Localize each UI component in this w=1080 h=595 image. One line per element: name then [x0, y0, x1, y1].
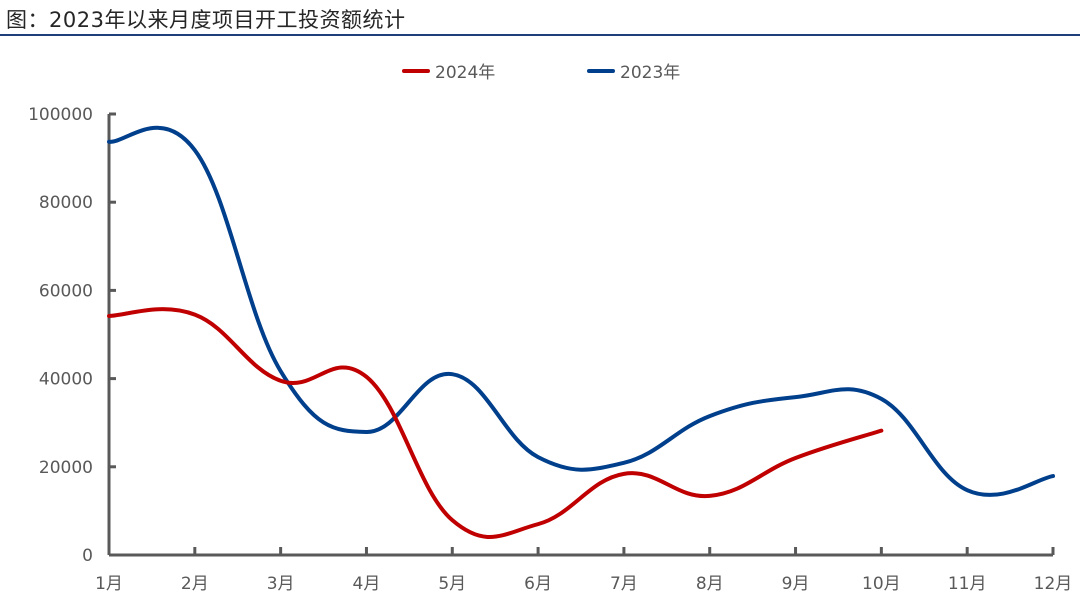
x-tick-label: 1月: [95, 574, 123, 594]
x-tick-label: 7月: [610, 574, 638, 594]
x-tick-label: 4月: [353, 574, 381, 594]
legend-label-2023: 2023年: [620, 63, 681, 83]
y-tick-label: 80000: [39, 193, 93, 213]
x-tick-label: 10月: [862, 574, 901, 594]
x-tick-label: 8月: [696, 574, 724, 594]
x-tick-label: 12月: [1034, 574, 1073, 594]
y-tick-label: 20000: [39, 458, 93, 478]
title-divider: [0, 34, 1080, 36]
legend-item-2023: 2023年: [587, 58, 680, 83]
legend-item-2024: 2024年: [402, 58, 495, 83]
legend-swatch-2023: [587, 68, 615, 73]
x-tick-label: 3月: [267, 574, 295, 594]
y-tick-label: 40000: [39, 370, 93, 390]
series-line-2023: [107, 125, 1055, 497]
y-tick-label: 100000: [28, 105, 93, 125]
x-tick-label: 5月: [438, 574, 466, 594]
x-tick-label: 2月: [181, 574, 209, 594]
y-tick-label: 0: [82, 546, 93, 566]
legend-swatch-2024: [402, 68, 430, 73]
legend-label-2024: 2024年: [435, 63, 496, 83]
legend: 2024年 2023年: [0, 58, 1080, 83]
x-tick-label: 9月: [782, 574, 810, 594]
chart-title: 图：2023年以来月度项目开工投资额统计: [6, 8, 406, 32]
x-tick-label: 6月: [524, 574, 552, 594]
x-tick-label: 11月: [948, 574, 987, 594]
y-tick-label: 60000: [39, 281, 93, 301]
series-line-2024: [107, 307, 884, 539]
